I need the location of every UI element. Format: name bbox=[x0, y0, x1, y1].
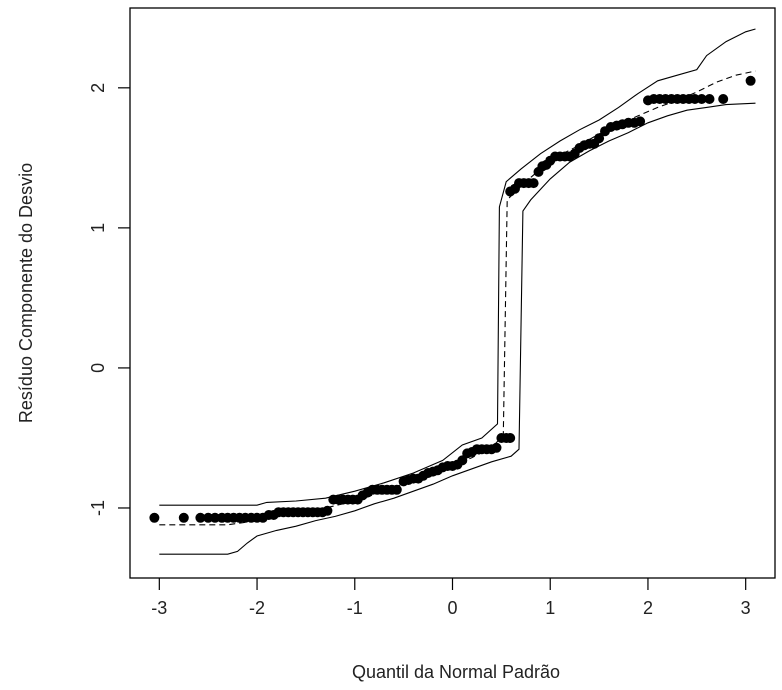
envelope-upper-line bbox=[159, 28, 756, 506]
data-point bbox=[505, 433, 516, 443]
data-point bbox=[704, 94, 715, 104]
data-point bbox=[528, 178, 539, 189]
envelope-median-line bbox=[159, 70, 756, 526]
data-point bbox=[391, 484, 402, 495]
data-point bbox=[718, 94, 729, 104]
x-tick-label: 0 bbox=[447, 598, 457, 618]
x-tick-label: -2 bbox=[249, 598, 265, 618]
envelope-lower-line bbox=[159, 102, 756, 555]
x-tick-label: -3 bbox=[151, 598, 167, 618]
data-point bbox=[594, 133, 605, 144]
y-axis-title: Resíduo Componente do Desvio bbox=[16, 163, 36, 423]
x-tick-label: 3 bbox=[741, 598, 751, 618]
data-point bbox=[195, 512, 206, 523]
data-point bbox=[457, 455, 468, 466]
envelope-lines bbox=[159, 28, 756, 555]
data-point bbox=[745, 75, 756, 86]
data-point bbox=[149, 512, 160, 523]
data-point bbox=[635, 116, 646, 127]
x-tick-label: 2 bbox=[643, 598, 653, 618]
y-axis: -1 0 1 2 bbox=[88, 83, 130, 516]
data-point bbox=[178, 512, 189, 523]
data-point bbox=[322, 505, 333, 516]
y-tick-label: 2 bbox=[88, 83, 108, 93]
x-axis-title: Quantil da Normal Padrão bbox=[352, 662, 560, 682]
y-tick-label: -1 bbox=[88, 500, 108, 516]
data-points bbox=[149, 75, 756, 523]
data-point bbox=[491, 442, 502, 453]
x-tick-label: -1 bbox=[347, 598, 363, 618]
x-tick-label: 1 bbox=[545, 598, 555, 618]
y-tick-label: 0 bbox=[88, 363, 108, 373]
y-tick-label: 1 bbox=[88, 223, 108, 233]
plot-frame bbox=[129, 7, 776, 579]
data-point bbox=[210, 512, 220, 523]
data-point bbox=[696, 94, 707, 104]
x-axis: -3 -2 -1 0 1 2 3 bbox=[151, 578, 751, 618]
